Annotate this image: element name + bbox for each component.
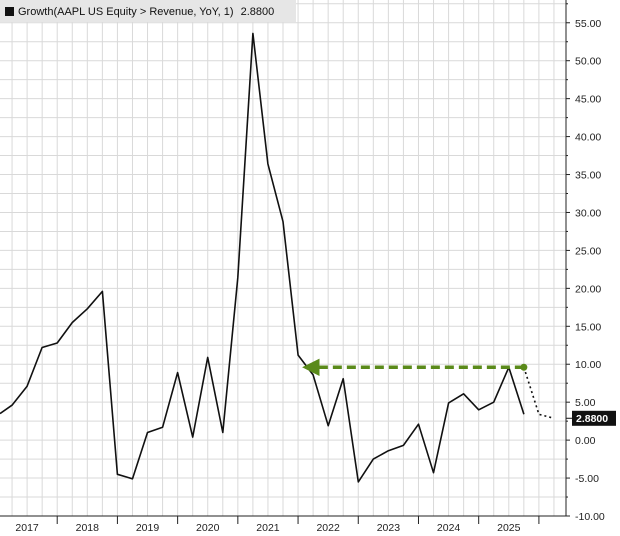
y-tick-label: 0.00 [575, 435, 596, 447]
y-tick-label: 40.00 [575, 132, 601, 144]
grid [0, 0, 566, 517]
legend-last-value: 2.8800 [241, 6, 275, 18]
y-tick-label: 15.00 [575, 321, 601, 333]
y-tick-label: 25.00 [575, 245, 601, 257]
last-value-badge-text: 2.8800 [576, 413, 608, 425]
y-tick-label: -5.00 [575, 473, 599, 485]
y-tick-label: 45.00 [575, 94, 601, 106]
y-tick-label: 55.00 [575, 18, 601, 30]
y-tick-label: 20.00 [575, 283, 601, 295]
y-tick-label: 10.00 [575, 359, 601, 371]
x-tick-label: 2017 [15, 522, 39, 534]
y-tick-label: 50.00 [575, 56, 601, 68]
legend: Growth(AAPL US Equity > Revenue, YoY, 1)… [0, 0, 296, 22]
x-tick-label: 2020 [196, 522, 220, 534]
legend-swatch [5, 7, 14, 16]
series-line-forecast [523, 367, 555, 420]
x-tick-label: 2019 [136, 522, 160, 534]
legend-background [0, 0, 296, 22]
x-tick-label: 2023 [377, 522, 401, 534]
series-line-revenue-growth [0, 32, 525, 483]
y-tick-label: 5.00 [575, 397, 596, 409]
last-value-badge: 2.8800 [572, 410, 616, 426]
axes: 55.00 50.00 45.00 40.00 35.00 30.00 25.00 20.00… [0, 0, 605, 534]
annotations [302, 358, 528, 377]
legend-label: Growth(AAPL US Equity > Revenue, YoY, 1) [18, 6, 234, 18]
y-tick-label: -10.00 [575, 511, 605, 523]
x-tick-label: 2025 [497, 522, 521, 534]
y-tick-label: 35.00 [575, 170, 601, 182]
x-tick-label: 2024 [437, 522, 461, 534]
x-tick-label: 2021 [256, 522, 280, 534]
y-tick-label: 30.00 [575, 207, 601, 219]
series [0, 32, 555, 483]
svg-text:Growth(AAPL US Equity > Revenu: Growth(AAPL US Equity > Revenue, YoY, 1)… [18, 6, 274, 18]
last-value-badge-bg [572, 410, 616, 426]
x-tick-label: 2022 [316, 522, 340, 534]
x-tick-label: 2018 [76, 522, 100, 534]
arrow-origin-dot [520, 363, 528, 371]
